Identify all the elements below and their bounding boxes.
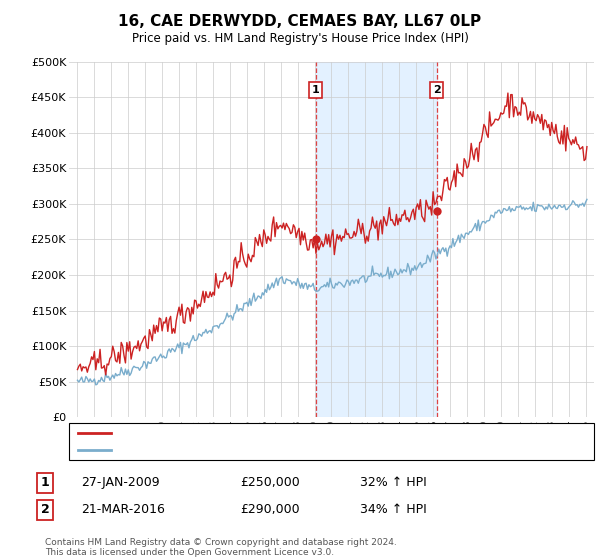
- Text: 16, CAE DERWYDD, CEMAES BAY, LL67 0LP: 16, CAE DERWYDD, CEMAES BAY, LL67 0LP: [118, 14, 482, 29]
- Text: 21-MAR-2016: 21-MAR-2016: [81, 503, 165, 516]
- Text: Contains HM Land Registry data © Crown copyright and database right 2024.
This d: Contains HM Land Registry data © Crown c…: [45, 538, 397, 557]
- Text: 2: 2: [433, 85, 441, 95]
- Bar: [316, 62, 437, 417]
- Text: 27-JAN-2009: 27-JAN-2009: [81, 476, 160, 489]
- Text: Price paid vs. HM Land Registry's House Price Index (HPI): Price paid vs. HM Land Registry's House …: [131, 32, 469, 45]
- Text: 2: 2: [41, 503, 49, 516]
- Text: £290,000: £290,000: [240, 503, 299, 516]
- Text: 32% ↑ HPI: 32% ↑ HPI: [360, 476, 427, 489]
- Text: 16, CAE DERWYDD, CEMAES BAY, LL67 0LP (detached house): 16, CAE DERWYDD, CEMAES BAY, LL67 0LP (d…: [117, 428, 458, 438]
- Text: 34% ↑ HPI: 34% ↑ HPI: [360, 503, 427, 516]
- Text: HPI: Average price, detached house, Isle of Anglesey: HPI: Average price, detached house, Isle…: [117, 445, 411, 455]
- Text: £250,000: £250,000: [240, 476, 300, 489]
- Text: 1: 1: [312, 85, 320, 95]
- Text: 1: 1: [41, 476, 49, 489]
